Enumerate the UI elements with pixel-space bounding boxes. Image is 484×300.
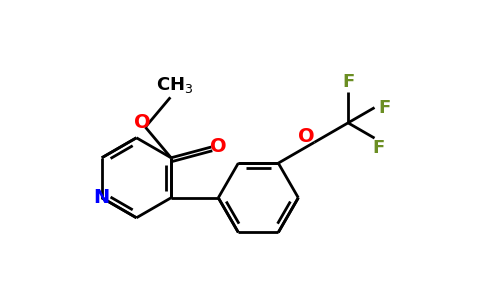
Text: O: O [134, 113, 151, 132]
Text: F: F [373, 139, 385, 157]
Text: CH$_3$: CH$_3$ [156, 75, 194, 95]
Text: O: O [210, 137, 227, 157]
Text: O: O [298, 127, 315, 146]
Text: F: F [342, 73, 354, 91]
Text: F: F [378, 99, 391, 117]
Text: N: N [94, 188, 110, 207]
